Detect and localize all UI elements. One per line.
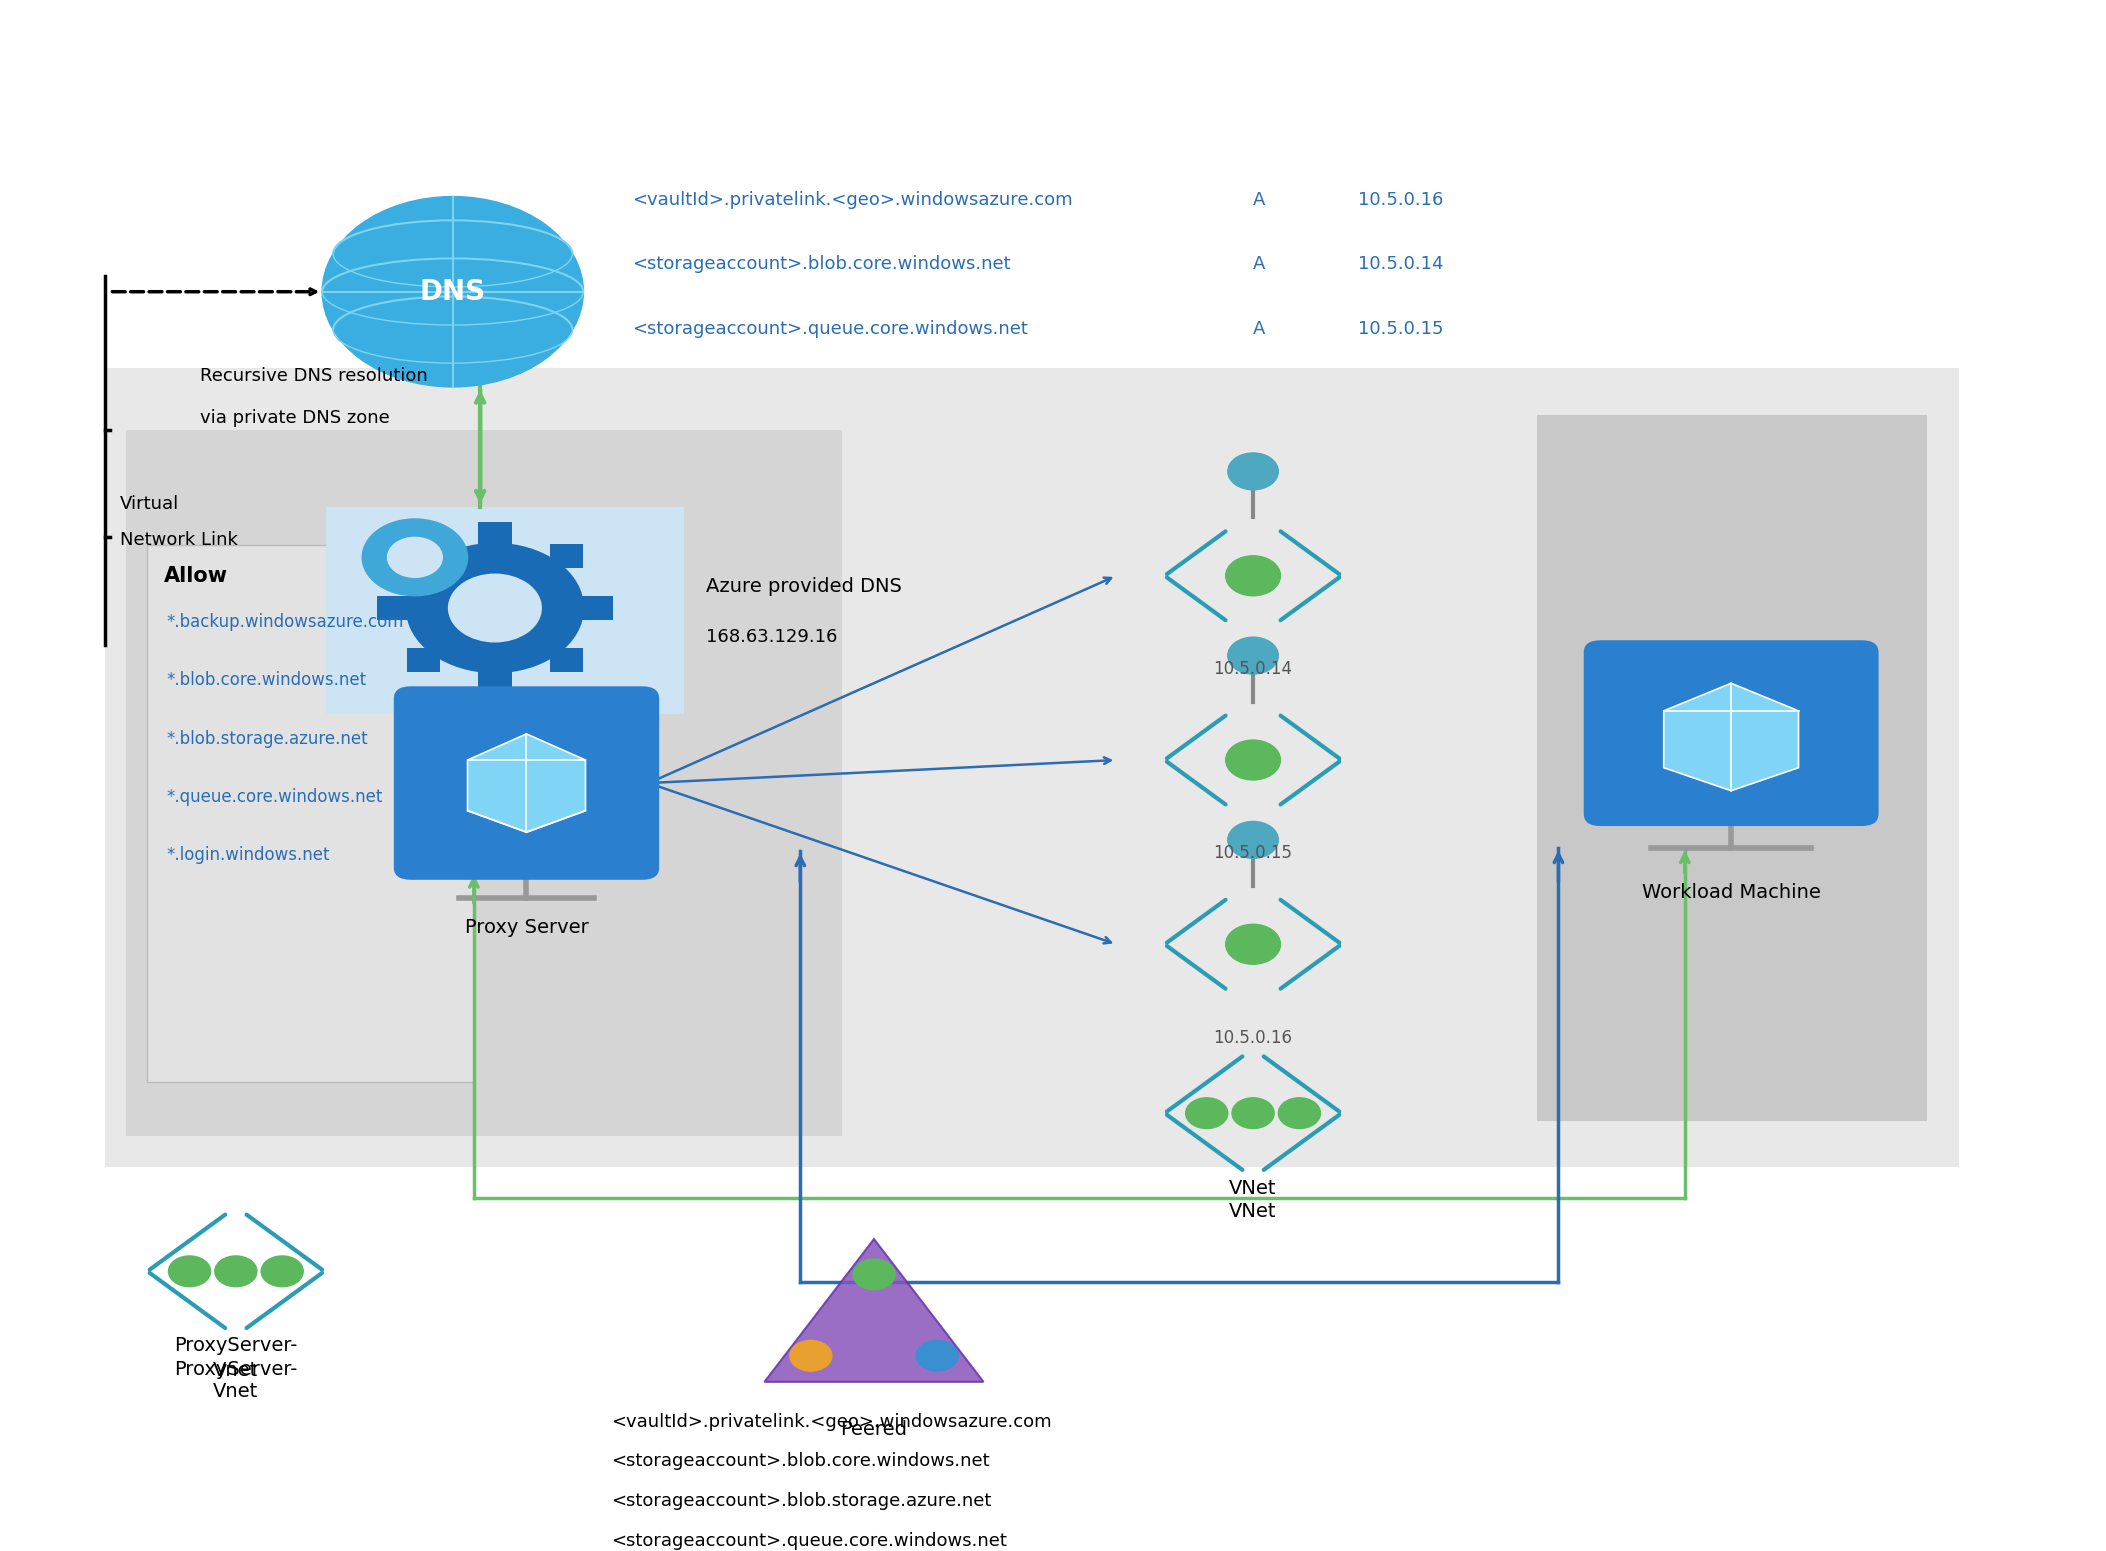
Text: Peered: Peered xyxy=(840,1421,908,1439)
Text: <storageaccount>.queue.core.windows.net: <storageaccount>.queue.core.windows.net xyxy=(632,320,1028,338)
Circle shape xyxy=(1232,1098,1274,1129)
Circle shape xyxy=(1278,1098,1320,1129)
Circle shape xyxy=(790,1340,832,1371)
Circle shape xyxy=(449,574,541,642)
Text: Proxy Server: Proxy Server xyxy=(465,918,588,937)
FancyBboxPatch shape xyxy=(377,596,411,620)
FancyBboxPatch shape xyxy=(406,543,440,568)
Circle shape xyxy=(853,1259,895,1290)
Circle shape xyxy=(168,1256,211,1287)
Text: ProxyServer-
Vnet: ProxyServer- Vnet xyxy=(175,1360,297,1402)
Circle shape xyxy=(388,537,442,577)
FancyBboxPatch shape xyxy=(147,544,474,1083)
FancyBboxPatch shape xyxy=(550,648,583,673)
Text: <storageaccount>.queue.core.windows.net: <storageaccount>.queue.core.windows.net xyxy=(611,1532,1007,1551)
Text: 168.63.129.16: 168.63.129.16 xyxy=(706,628,836,647)
Polygon shape xyxy=(468,734,585,833)
Text: via private DNS zone: via private DNS zone xyxy=(200,408,390,427)
Text: <storageaccount>.blob.storage.azure.net: <storageaccount>.blob.storage.azure.net xyxy=(611,1492,992,1511)
Text: <vaultId>.privatelink.<geo>.windowsazure.com: <vaultId>.privatelink.<geo>.windowsazure… xyxy=(632,191,1072,208)
Circle shape xyxy=(1186,1098,1228,1129)
Text: 10.5.0.15: 10.5.0.15 xyxy=(1358,320,1445,338)
Text: A: A xyxy=(1253,320,1266,338)
Text: Recursive DNS resolution: Recursive DNS resolution xyxy=(200,368,428,385)
Text: <storageaccount>.blob.core.windows.net: <storageaccount>.blob.core.windows.net xyxy=(611,1452,990,1470)
Text: VNet: VNet xyxy=(1230,1179,1276,1199)
Text: Virtual: Virtual xyxy=(120,495,179,513)
FancyBboxPatch shape xyxy=(1584,641,1879,827)
Circle shape xyxy=(362,520,468,596)
Polygon shape xyxy=(1664,684,1799,791)
Text: A: A xyxy=(1253,191,1266,208)
Text: Allow: Allow xyxy=(164,566,227,586)
Polygon shape xyxy=(764,1239,984,1382)
Text: Network Link: Network Link xyxy=(120,532,238,549)
Circle shape xyxy=(215,1256,257,1287)
Text: *.queue.core.windows.net: *.queue.core.windows.net xyxy=(166,788,383,807)
Circle shape xyxy=(406,543,583,673)
Circle shape xyxy=(1228,637,1278,675)
Text: VNet: VNet xyxy=(1230,1202,1276,1221)
Text: ProxyServer-
Vnet: ProxyServer- Vnet xyxy=(175,1335,297,1380)
Circle shape xyxy=(322,197,583,386)
Circle shape xyxy=(1228,822,1278,858)
Circle shape xyxy=(916,1340,958,1371)
Text: *.backup.windowsazure.com: *.backup.windowsazure.com xyxy=(166,613,404,631)
Circle shape xyxy=(1226,555,1280,596)
FancyBboxPatch shape xyxy=(406,648,440,673)
Text: 10.5.0.14: 10.5.0.14 xyxy=(1213,661,1293,678)
Text: Workload Machine: Workload Machine xyxy=(1643,883,1820,901)
Text: <vaultId>.privatelink.<geo>.windowsazure.com: <vaultId>.privatelink.<geo>.windowsazure… xyxy=(611,1413,1051,1430)
Text: *.login.windows.net: *.login.windows.net xyxy=(166,847,331,864)
Text: DNS: DNS xyxy=(419,278,486,306)
FancyBboxPatch shape xyxy=(126,430,842,1137)
FancyBboxPatch shape xyxy=(1537,414,1927,1121)
FancyBboxPatch shape xyxy=(579,596,613,620)
Text: Azure provided DNS: Azure provided DNS xyxy=(706,577,901,596)
FancyBboxPatch shape xyxy=(478,670,512,693)
Text: 10.5.0.15: 10.5.0.15 xyxy=(1213,844,1293,862)
FancyBboxPatch shape xyxy=(105,369,1959,1166)
Text: <storageaccount>.blob.core.windows.net: <storageaccount>.blob.core.windows.net xyxy=(632,254,1011,273)
Text: 10.5.0.14: 10.5.0.14 xyxy=(1358,254,1445,273)
Circle shape xyxy=(1228,453,1278,490)
FancyBboxPatch shape xyxy=(326,507,684,713)
FancyBboxPatch shape xyxy=(550,543,583,568)
Circle shape xyxy=(261,1256,303,1287)
Text: 10.5.0.16: 10.5.0.16 xyxy=(1358,191,1445,208)
Text: *.blob.core.windows.net: *.blob.core.windows.net xyxy=(166,672,366,689)
Text: *.blob.storage.azure.net: *.blob.storage.azure.net xyxy=(166,729,369,748)
Text: 10.5.0.16: 10.5.0.16 xyxy=(1213,1028,1293,1047)
FancyBboxPatch shape xyxy=(478,523,512,546)
Circle shape xyxy=(1226,924,1280,965)
FancyBboxPatch shape xyxy=(394,687,659,879)
Circle shape xyxy=(1226,740,1280,780)
Text: A: A xyxy=(1253,254,1266,273)
